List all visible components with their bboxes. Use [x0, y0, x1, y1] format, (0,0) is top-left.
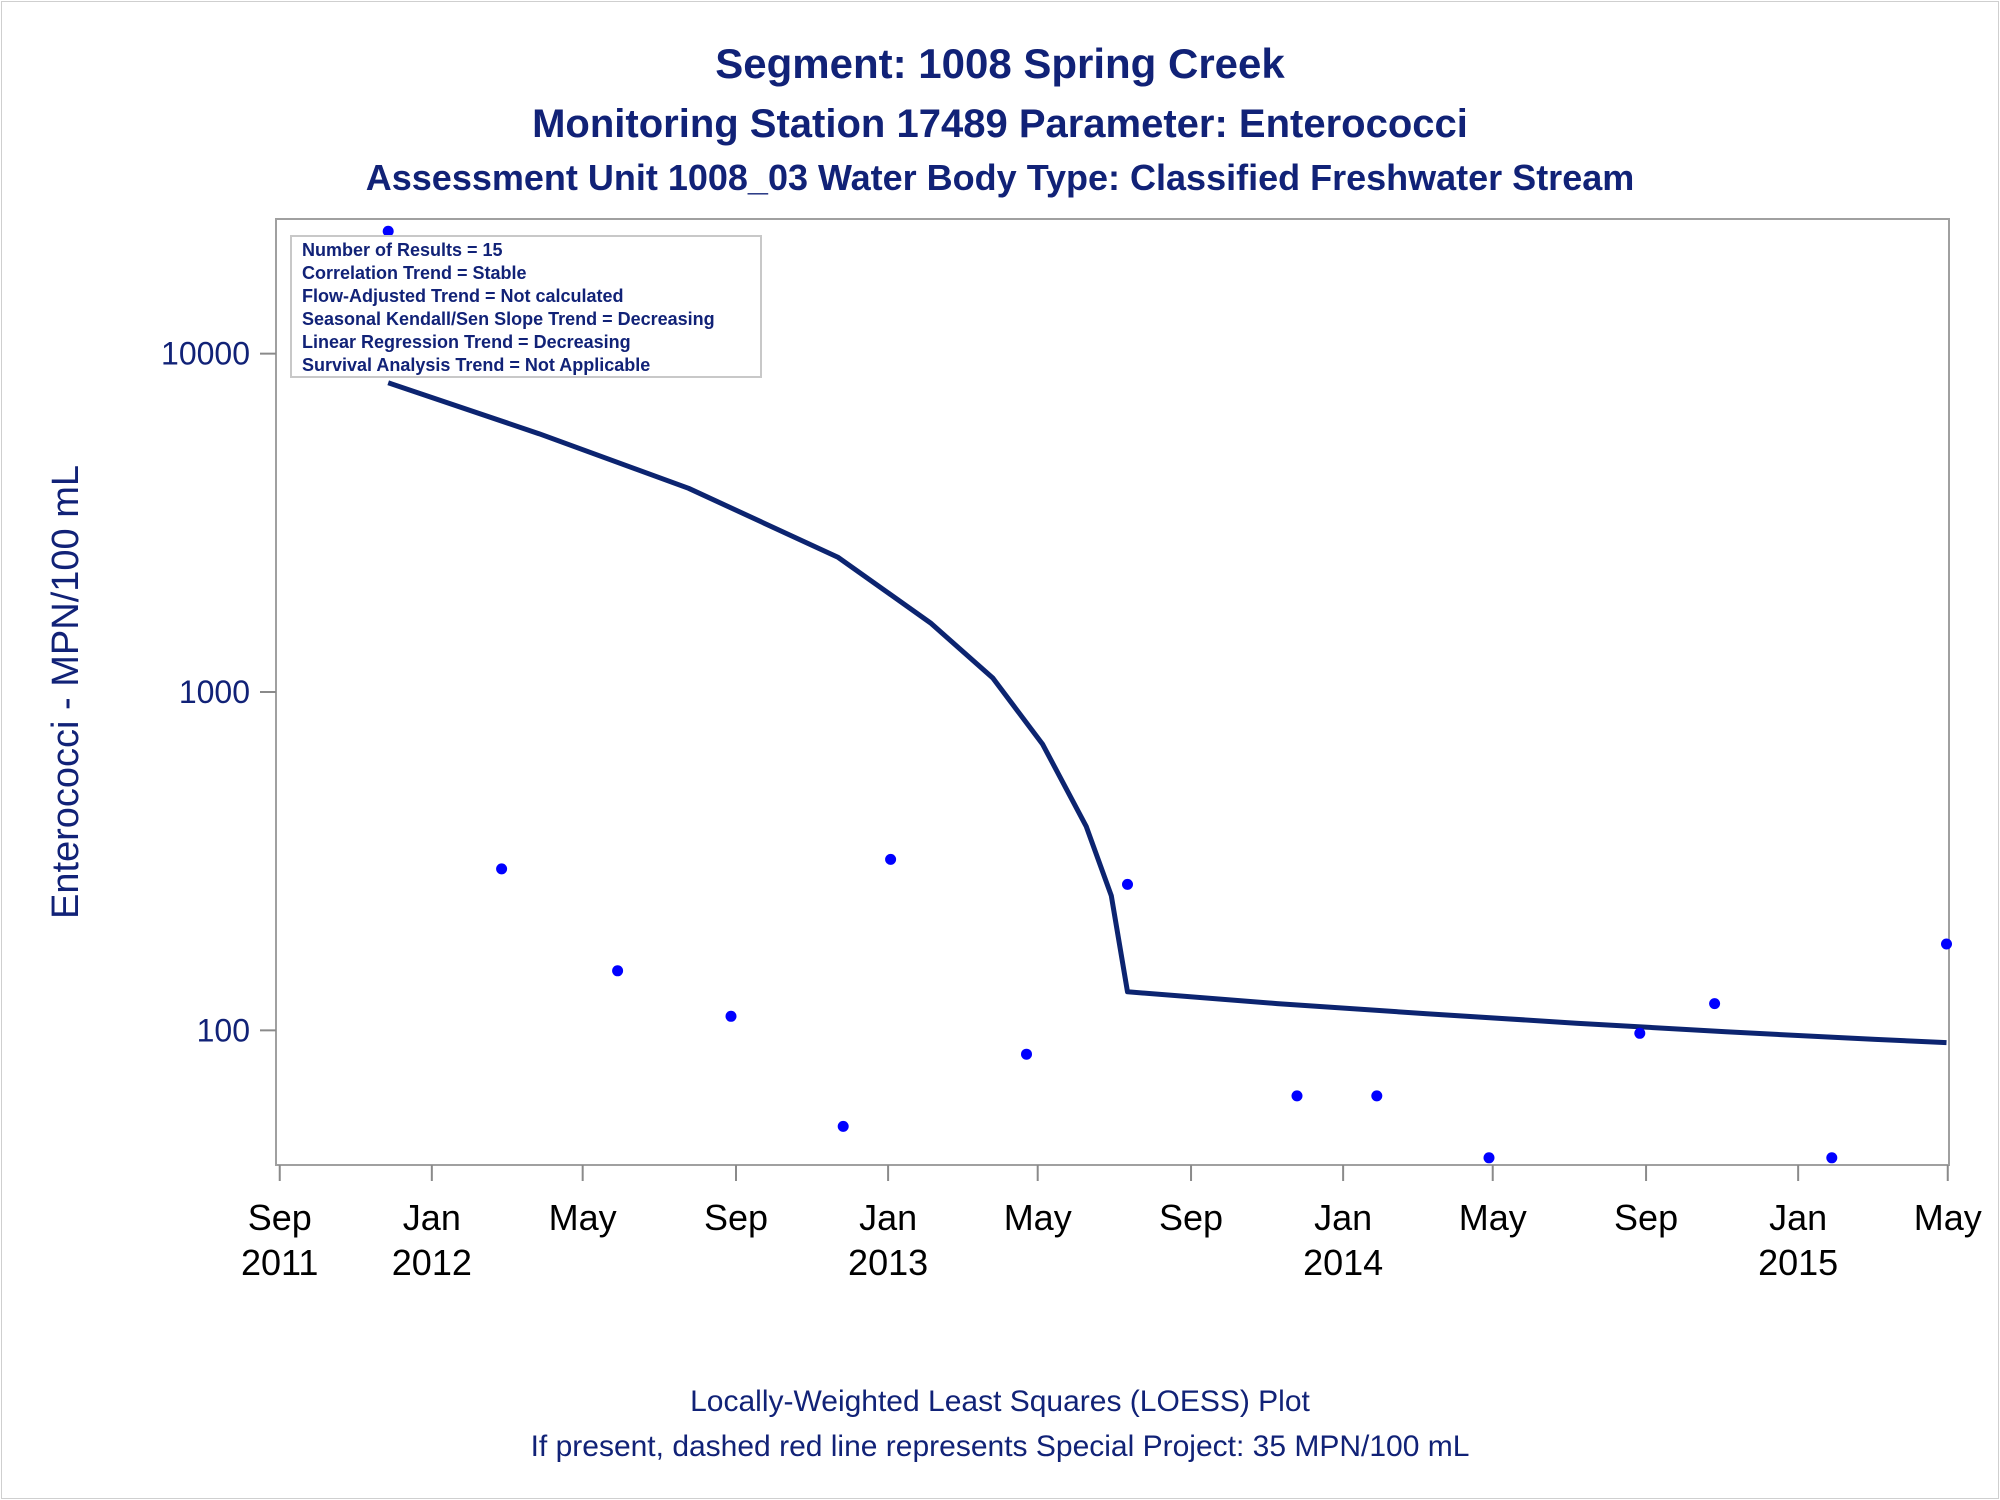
- data-point: [382, 225, 394, 237]
- x-tick-label-month: Jan: [1314, 1197, 1372, 1238]
- x-tick-label-year: 2011: [241, 1242, 318, 1283]
- y-tick-label: 10000: [161, 336, 250, 372]
- stats-line-flow-adjusted: Flow-Adjusted Trend = Not calculated: [302, 286, 624, 306]
- x-tick-label-month: Jan: [859, 1197, 917, 1238]
- y-tick-label: 100: [197, 1012, 250, 1048]
- x-tick-label-month: Jan: [403, 1197, 461, 1238]
- stats-line-seasonal-kendall: Seasonal Kendall/Sen Slope Trend = Decre…: [302, 309, 715, 329]
- points-layer: [382, 225, 1952, 1164]
- data-point: [496, 863, 508, 875]
- data-point: [837, 1120, 849, 1132]
- x-tick-label-month: Sep: [1614, 1197, 1678, 1238]
- data-point: [1709, 998, 1721, 1010]
- x-tick-label-month: Sep: [248, 1197, 312, 1238]
- data-point: [612, 965, 624, 977]
- stats-line-results: Number of Results = 15: [302, 240, 503, 260]
- y-axis-label: Enterococci - MPN/100 mL: [45, 465, 87, 919]
- footnote-loess: Locally-Weighted Least Squares (LOESS) P…: [690, 1385, 1310, 1418]
- stats-inset-box: [290, 235, 762, 378]
- x-tick-label-year: 2012: [392, 1242, 472, 1283]
- chart-subtitle-assessment: Assessment Unit 1008_03 Water Body Type:…: [366, 157, 1635, 198]
- stats-line-survival: Survival Analysis Trend = Not Applicable: [302, 355, 650, 375]
- loess-line: [387, 380, 1947, 1046]
- data-point: [885, 853, 897, 865]
- data-point: [1021, 1048, 1032, 1060]
- footnote-special-project: If present, dashed red line represents S…: [531, 1430, 1470, 1463]
- y-tick-label: 1000: [179, 674, 250, 710]
- chart-subtitle-station: Monitoring Station 17489 Parameter: Ente…: [532, 102, 1468, 146]
- x-tick-label-month: May: [1004, 1197, 1072, 1238]
- x-tick-label-month: May: [1914, 1197, 1982, 1238]
- stats-inset: Number of Results = 15 Correlation Trend…: [290, 235, 762, 378]
- data-point: [1371, 1090, 1383, 1102]
- x-tick-label-year: 2014: [1303, 1242, 1383, 1283]
- y-axis: 100 1000 10000: [161, 336, 276, 1048]
- stats-line-linear-regression: Linear Regression Trend = Decreasing: [302, 332, 631, 352]
- x-tick-label-month: Sep: [1159, 1197, 1223, 1238]
- data-point: [1941, 938, 1952, 950]
- data-point: [1826, 1152, 1838, 1164]
- x-tick-label-month: Jan: [1769, 1197, 1827, 1238]
- x-tick-label-month: Sep: [704, 1197, 768, 1238]
- data-point: [1122, 878, 1133, 890]
- x-tick-label-year: 2013: [848, 1242, 928, 1283]
- x-tick-label-month: May: [549, 1197, 617, 1238]
- data-point: [1634, 1027, 1646, 1039]
- data-point: [725, 1010, 737, 1022]
- x-tick-label-year: 2015: [1758, 1242, 1838, 1283]
- data-point: [1483, 1152, 1495, 1164]
- stats-line-correlation: Correlation Trend = Stable: [302, 263, 527, 283]
- loess-layer: [387, 380, 1947, 1046]
- chart-title: Segment: 1008 Spring Creek: [715, 40, 1285, 87]
- x-tick-label-month: May: [1459, 1197, 1527, 1238]
- data-point: [1291, 1090, 1303, 1102]
